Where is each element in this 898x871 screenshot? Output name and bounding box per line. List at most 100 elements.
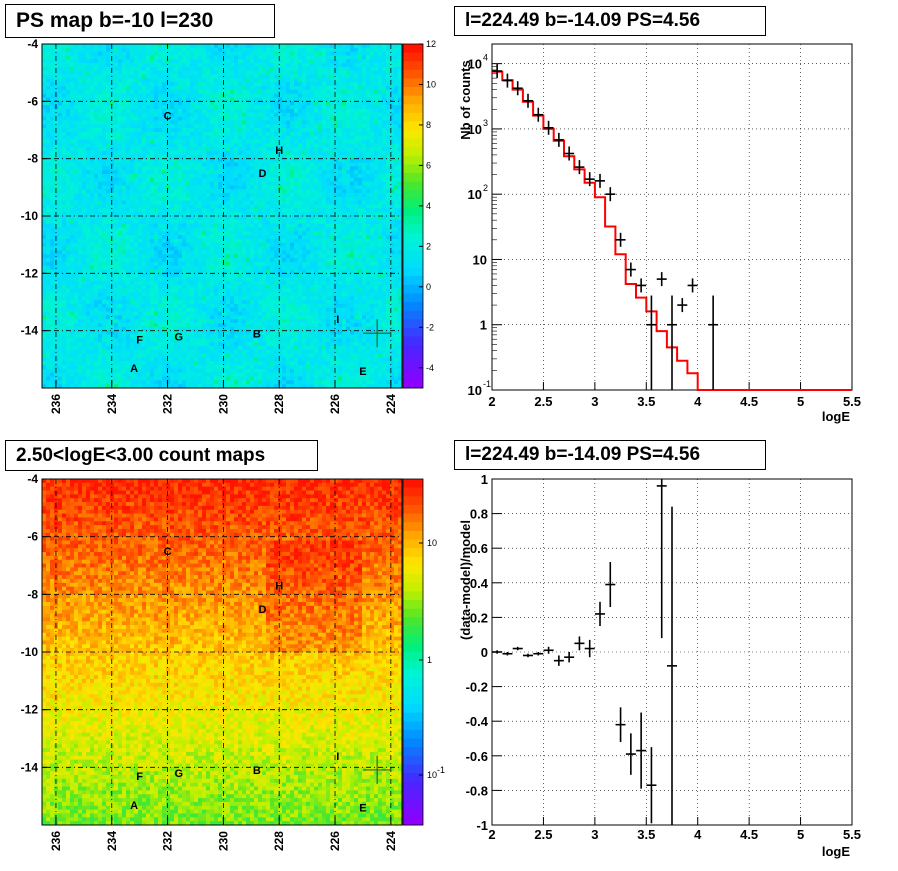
- heatmap-cell: [314, 154, 319, 160]
- heatmap-cell: [102, 78, 107, 83]
- heatmap-cell: [318, 223, 323, 228]
- heatmap-cell: [302, 166, 307, 171]
- heatmap-cell: [174, 89, 179, 95]
- heatmap-cell: [110, 154, 115, 160]
- heatmap-cell: [214, 177, 219, 182]
- heatmap-cell: [234, 231, 239, 236]
- heatmap-cell: [314, 193, 319, 198]
- heatmap-cell: [202, 196, 207, 202]
- heatmap-cell: [86, 162, 91, 167]
- heatmap-cell: [162, 238, 167, 244]
- heatmap-cell: [194, 70, 199, 75]
- heatmap-cell: [210, 82, 215, 87]
- heatmap-cell: [154, 158, 159, 163]
- heatmap-cell: [334, 128, 339, 133]
- heatmap-cell: [274, 112, 279, 117]
- heatmap-cell: [58, 147, 63, 152]
- heatmap-cell: [270, 93, 275, 98]
- heatmap-cell: [262, 124, 267, 129]
- heatmap-cell: [178, 177, 183, 182]
- heatmap-cell: [222, 246, 227, 251]
- heatmap-cell: [246, 86, 251, 91]
- heatmap-cell: [286, 97, 291, 102]
- heatmap-cell: [342, 154, 347, 160]
- heatmap-cell: [218, 101, 223, 106]
- heatmap-cell: [166, 93, 171, 98]
- heatmap-cell: [98, 254, 103, 259]
- heatmap-cell: [146, 170, 151, 175]
- heatmap-cell: [114, 89, 119, 95]
- heatmap-cell: [286, 101, 291, 106]
- heatmap-cell: [66, 204, 71, 209]
- heatmap-cell: [174, 116, 179, 121]
- heatmap-cell: [210, 63, 215, 68]
- heatmap-cell: [370, 147, 375, 152]
- heatmap-cell: [218, 242, 223, 247]
- heatmap-cell: [342, 216, 347, 221]
- heatmap-cell: [106, 200, 111, 205]
- heatmap-cell: [334, 108, 339, 114]
- heatmap-cell: [258, 116, 263, 121]
- heatmap-cell: [242, 166, 247, 171]
- heatmap-cell: [226, 112, 231, 117]
- heatmap-cell: [282, 151, 287, 156]
- heatmap-cell: [250, 89, 255, 95]
- heatmap-cell: [194, 63, 199, 68]
- heatmap-cell: [194, 151, 199, 156]
- heatmap-cell: [98, 151, 103, 156]
- heatmap-cell: [218, 162, 223, 167]
- heatmap-cell: [62, 97, 67, 102]
- heatmap-cell: [94, 78, 99, 83]
- heatmap-cell: [262, 101, 267, 106]
- heatmap-cell: [82, 135, 87, 140]
- heatmap-cell: [154, 97, 159, 102]
- heatmap-cell: [82, 185, 87, 190]
- heatmap-cell: [58, 246, 63, 251]
- heatmap-cell: [46, 250, 51, 255]
- heatmap-cell: [302, 47, 307, 52]
- heatmap-cell: [42, 173, 47, 179]
- heatmap-cell: [278, 143, 283, 148]
- heatmap-cell: [226, 93, 231, 98]
- heatmap-cell: [366, 97, 371, 102]
- heatmap-cell: [290, 242, 295, 247]
- heatmap-cell: [86, 151, 91, 156]
- heatmap-cell: [346, 193, 351, 198]
- heatmap-cell: [62, 101, 67, 106]
- heatmap-cell: [94, 51, 99, 56]
- heatmap-cell: [374, 93, 379, 98]
- heatmap-cell: [66, 105, 71, 110]
- heatmap-cell: [278, 116, 283, 121]
- heatmap-cell: [178, 196, 183, 202]
- heatmap-cell: [62, 47, 67, 52]
- heatmap-cell: [390, 235, 395, 240]
- heatmap-cell: [310, 93, 315, 98]
- heatmap-cell: [190, 223, 195, 228]
- heatmap-cell: [350, 147, 355, 152]
- heatmap-cell: [358, 238, 363, 244]
- heatmap-cell: [162, 112, 167, 117]
- heatmap-cell: [162, 250, 167, 255]
- heatmap-cell: [222, 124, 227, 129]
- heatmap-cell: [282, 204, 287, 209]
- heatmap-cell: [362, 238, 367, 244]
- heatmap-cell: [114, 147, 119, 152]
- heatmap-cell: [270, 108, 275, 114]
- heatmap-cell: [346, 78, 351, 83]
- heatmap-cell: [282, 70, 287, 75]
- heatmap-cell: [294, 189, 299, 194]
- heatmap-cell: [78, 235, 83, 240]
- heatmap-cell: [126, 70, 131, 75]
- heatmap-cell: [282, 55, 287, 60]
- heatmap-cell: [126, 227, 131, 232]
- heatmap-cell: [46, 66, 51, 72]
- heatmap-cell: [298, 170, 303, 175]
- heatmap-cell: [214, 124, 219, 129]
- heatmap-cell: [382, 231, 387, 236]
- heatmap-cell: [218, 112, 223, 117]
- heatmap-cell: [42, 193, 47, 198]
- heatmap-cell: [194, 139, 199, 144]
- heatmap-cell: [182, 254, 187, 259]
- heatmap-cell: [62, 143, 67, 148]
- heatmap-cell: [182, 200, 187, 205]
